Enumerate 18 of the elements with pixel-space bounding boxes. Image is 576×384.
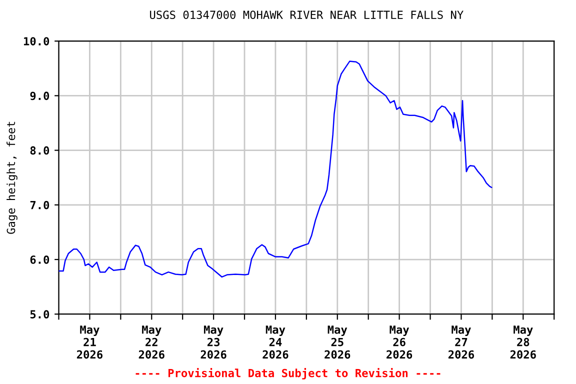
y-tick-label: 10.0 xyxy=(24,37,50,46)
y-tick-label: 6.0 xyxy=(30,255,50,264)
y-tick-label: 5.0 xyxy=(30,310,50,318)
chart-title: USGS 01347000 MOHAWK RIVER NEAR LITTLE FALLS NY xyxy=(150,10,464,20)
x-tick-label: May 25 2026 xyxy=(324,326,350,359)
y-tick-label: 7.0 xyxy=(30,200,50,210)
y-axis-title: Gage height, feet xyxy=(6,122,18,234)
y-tick-label: 9.0 xyxy=(30,92,50,100)
x-tick-label: May 23 2026 xyxy=(200,326,226,359)
x-tick-label: May 27 2026 xyxy=(448,326,474,359)
text: ---- Provisional Data Subject to Revision ---- xyxy=(136,368,440,380)
x-tick-label: May 26 2026 xyxy=(386,326,412,359)
x-tick-label: May 22 2026 xyxy=(138,326,164,359)
x-tick-label: May 28 2026 xyxy=(510,326,536,359)
line-series xyxy=(58,60,492,278)
x-tick-label: May 21 2026 xyxy=(76,326,102,359)
x-tick-label: May 24 2026 xyxy=(262,326,288,359)
y-tick-label: 8.0 xyxy=(30,146,50,155)
